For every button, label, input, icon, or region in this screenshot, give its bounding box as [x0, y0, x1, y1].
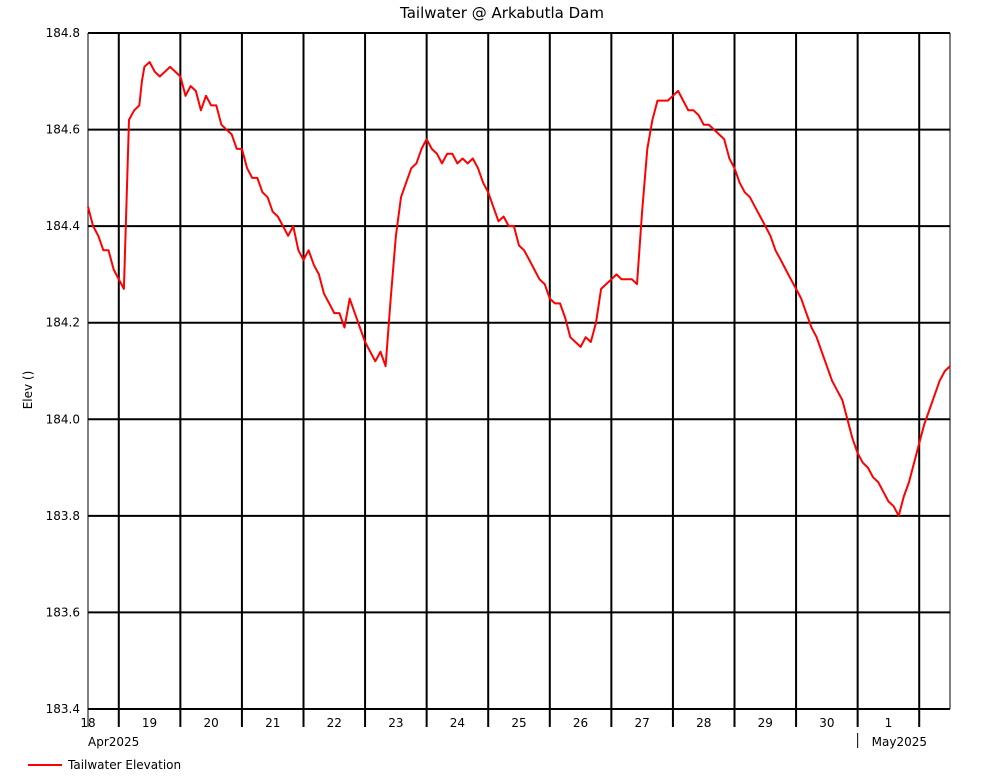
month-label-apr: Apr2025 [88, 735, 139, 749]
x-tick-label: 30 [819, 716, 834, 730]
x-tick-label: 22 [327, 716, 342, 730]
legend-label: Tailwater Elevation [67, 758, 181, 772]
x-tick-label: 20 [204, 716, 219, 730]
y-axis-label: Elev () [21, 371, 35, 410]
y-tick-label: 183.6 [46, 605, 80, 619]
y-tick-label: 183.8 [46, 509, 80, 523]
x-tick-label: 29 [758, 716, 773, 730]
month-label-may: May2025 [872, 735, 927, 749]
y-tick-label: 184.0 [46, 412, 80, 426]
x-tick-label: 23 [388, 716, 403, 730]
y-tick-label: 184.6 [46, 123, 80, 137]
x-tick-label: 25 [511, 716, 526, 730]
series-layer [87, 61, 951, 517]
axes: 184.8 184.6 184.4 184.2 184.0 183.8 183.6 183.4… [46, 26, 951, 749]
x-tick-label: 21 [265, 716, 280, 730]
y-tick-label: 183.4 [46, 702, 80, 716]
x-tick-label: 24 [450, 716, 465, 730]
series-line-tailwater-elevation [87, 61, 951, 517]
y-tick-label: 184.4 [46, 219, 80, 233]
x-tick-label: 19 [142, 716, 157, 730]
y-tick-label: 184.2 [46, 316, 80, 330]
x-tick-label: 27 [635, 716, 650, 730]
x-tick-label: 1 [885, 716, 893, 730]
x-tick-label: 18 [80, 716, 95, 730]
legend: Tailwater Elevation [28, 758, 181, 772]
x-tick-label: 26 [573, 716, 588, 730]
x-tick-label: 28 [696, 716, 711, 730]
chart-title: Tailwater @ Arkabutla Dam [399, 4, 604, 22]
y-tick-label: 184.8 [46, 26, 80, 40]
